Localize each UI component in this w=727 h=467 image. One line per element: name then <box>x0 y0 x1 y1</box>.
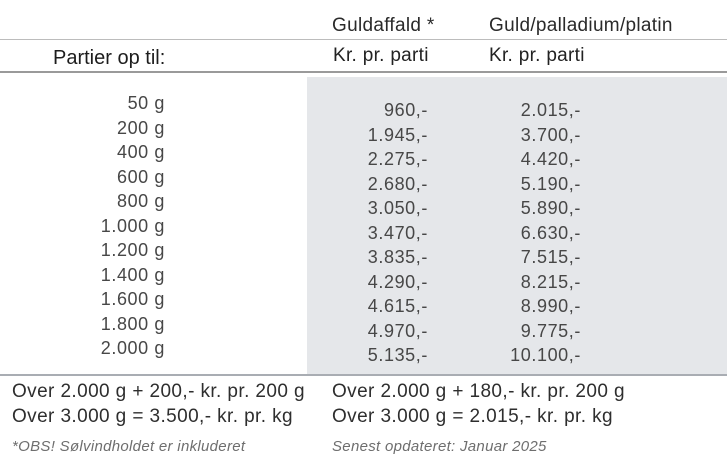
guld-palladium-platin-price-cell: 8.215,- <box>520 271 581 292</box>
footer-guld-palladium-over-2000: Over 2.000 g + 180,- kr. pr. 200 g <box>332 381 625 402</box>
guld-palladium-platin-price-cell: 4.420,- <box>520 149 581 169</box>
column-header-guldaffald: Guldaffald * <box>332 15 435 36</box>
weight-cell: 1.600 g <box>100 289 165 309</box>
guldaffald-price-cell: 3.835,- <box>367 247 428 267</box>
guldaffald-price-cell: 5.135,- <box>367 345 428 365</box>
guldaffald-price-cell: 3.470,- <box>367 222 428 243</box>
guldaffald-price-cell: 4.290,- <box>367 271 428 292</box>
unit-label-guldaffald: Kr. pr. parti <box>333 45 429 66</box>
guld-palladium-platin-price-cell: 5.190,- <box>520 173 581 194</box>
row-label-partier-op-til: Partier op til: <box>53 47 166 69</box>
weight-cell: 1.800 g <box>100 313 165 334</box>
guldaffald-price-cell: 4.970,- <box>367 320 428 341</box>
guld-palladium-platin-price-cell: 10.100,- <box>510 345 581 365</box>
weight-cell: 800 g <box>116 191 165 211</box>
weight-cell: 1.400 g <box>100 264 165 285</box>
footnote-last-updated: Senest opdateret: Januar 2025 <box>332 438 547 455</box>
footer-guldaffald-over-3000: Over 3.000 g = 3.500,- kr. pr. kg <box>12 406 293 427</box>
weights-column: 50 g 200 g 400 g 600 g 800 g 1.000 g 1.200 g 1.… <box>0 91 165 361</box>
footnote-silver-included: *OBS! Sølvindholdet er inkluderet <box>12 438 246 455</box>
guldaffald-price-cell: 1.945,- <box>367 124 428 145</box>
column-header-guld-palladium-platin: Guld/palladium/platin <box>489 15 673 36</box>
guldaffald-price-cell: 2.680,- <box>367 173 428 194</box>
guldaffald-price-cell: 2.275,- <box>367 149 428 169</box>
weight-cell: 2.000 g <box>100 338 165 358</box>
highlight-panel <box>307 77 727 374</box>
guldaffald-price-cell: 3.050,- <box>367 198 428 218</box>
unit-label-guld-palladium-platin: Kr. pr. parti <box>489 45 585 66</box>
guld-palladium-platin-price-cell: 6.630,- <box>520 222 581 243</box>
guldaffald-price-cell: 4.615,- <box>367 296 428 316</box>
divider-bottom <box>0 374 727 376</box>
weight-cell: 600 g <box>116 166 165 187</box>
footer-guld-palladium-over-3000: Over 3.000 g = 2.015,- kr. pr. kg <box>332 406 613 427</box>
weight-cell: 1.000 g <box>100 215 165 236</box>
guldaffald-price-column: 960,- 1.945,- 2.275,- 2.680,- 3.050,- 3.470,-… <box>250 98 428 368</box>
guld-palladium-platin-price-cell: 5.890,- <box>520 198 581 218</box>
guld-palladium-platin-price-cell: 2.015,- <box>520 100 581 120</box>
weight-cell: 1.200 g <box>100 240 165 260</box>
guld-palladium-platin-price-cell: 9.775,- <box>520 320 581 341</box>
guld-palladium-platin-price-column: 2.015,- 3.700,- 4.420,- 5.190,- 5.890,- 6.630… <box>400 98 581 368</box>
weight-cell: 200 g <box>116 117 165 138</box>
footer-guldaffald-over-2000: Over 2.000 g + 200,- kr. pr. 200 g <box>12 381 305 402</box>
guld-palladium-platin-price-cell: 3.700,- <box>520 124 581 145</box>
weight-cell: 50 g <box>127 93 165 113</box>
guldaffald-price-cell: 960,- <box>383 100 428 120</box>
divider-header <box>0 71 727 73</box>
weight-cell: 400 g <box>116 142 165 162</box>
guld-palladium-platin-price-cell: 8.990,- <box>520 296 581 316</box>
guld-palladium-platin-price-cell: 7.515,- <box>520 247 581 267</box>
divider-top <box>0 39 727 40</box>
